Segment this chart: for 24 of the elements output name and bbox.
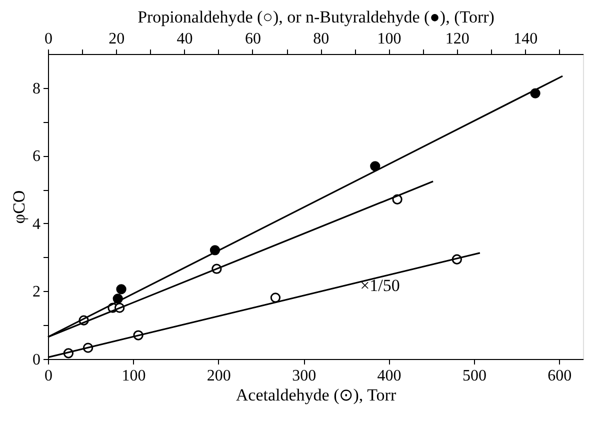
- y-axis-title: φCO: [10, 190, 28, 224]
- x2-axis-title: Propionaldehyde (○), or n-Butyraldehyde (●), (Torr): [138, 8, 494, 26]
- x2-tick-label: 20: [108, 30, 125, 48]
- x2-tick-label: 80: [313, 30, 330, 48]
- x2-tick-label: 40: [176, 30, 193, 48]
- y-tick-label: 2: [32, 284, 40, 301]
- x2-tick-label: 60: [244, 30, 261, 48]
- x2-tick-label: 120: [445, 30, 470, 48]
- y-tick-label: 8: [32, 80, 40, 98]
- x-tick-label: 0: [44, 368, 52, 384]
- y-tick-label: 6: [32, 148, 40, 166]
- x-tick-label: 600: [548, 368, 572, 384]
- x2-tick-label: 140: [514, 30, 538, 48]
- x-tick-label: 500: [462, 368, 486, 384]
- y-tick-label: 0: [32, 352, 40, 368]
- x-axis-title: Acetaldehyde (⊙), Torr: [236, 386, 396, 404]
- annotation: ×1/50: [360, 276, 400, 295]
- x-tick-label: 200: [206, 368, 231, 384]
- x2-tick-label: 0: [44, 30, 52, 48]
- x-tick-label: 400: [377, 368, 402, 384]
- x-tick-label: 100: [122, 368, 146, 384]
- y-tick-label: 4: [32, 216, 40, 233]
- x-tick-label: 300: [292, 368, 316, 384]
- x2-tick-label: 100: [377, 30, 402, 48]
